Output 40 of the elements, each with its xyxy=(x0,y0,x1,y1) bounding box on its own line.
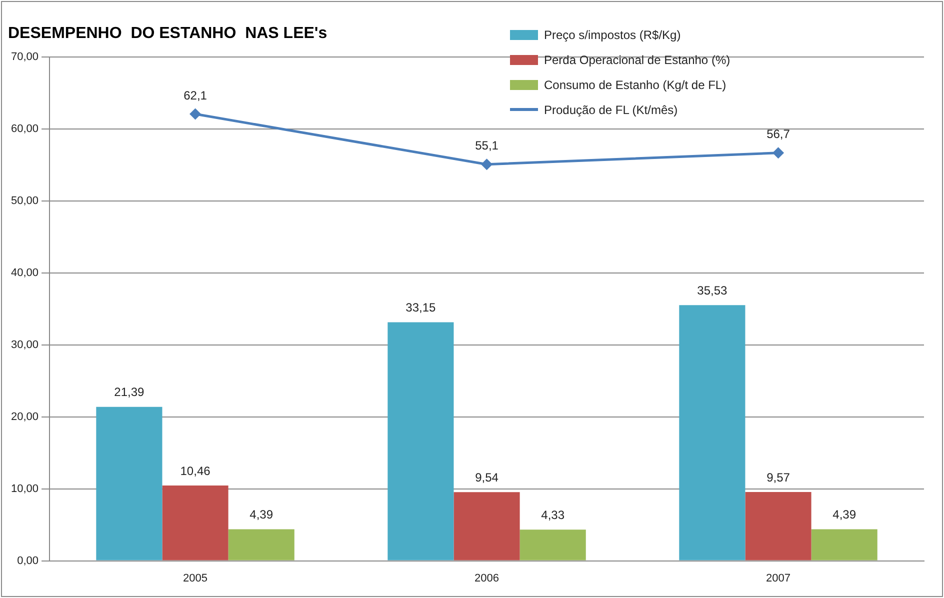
bar xyxy=(228,529,294,560)
point xyxy=(482,159,492,170)
y-tick-label: 60,00 xyxy=(10,123,39,136)
bar xyxy=(679,305,746,560)
bar xyxy=(454,492,520,560)
y-tick-label: 40,00 xyxy=(10,267,39,280)
chart-title: DESEMPENHO DO ESTANHO NAS LEE's xyxy=(8,25,328,42)
y-tick-label: 0,00 xyxy=(17,554,39,567)
bar xyxy=(520,530,586,560)
bar xyxy=(388,322,454,560)
legend-label: Perda Operacional de Estanho (%) xyxy=(544,52,730,66)
legend-label: Preço s/impostos (R$/Kg) xyxy=(544,28,681,42)
x-tick-label: 2006 xyxy=(474,572,500,584)
data-label: 4,39 xyxy=(832,508,856,522)
legend-label: Produção de FL (Kt/mês) xyxy=(544,102,678,116)
bar xyxy=(745,492,812,560)
data-label: 35,53 xyxy=(697,284,728,298)
y-tick-label: 10,00 xyxy=(10,482,39,495)
y-tick-label: 20,00 xyxy=(10,410,39,423)
bar xyxy=(96,406,162,560)
legend-label: Consumo de Estanho (Kg/t de FL) xyxy=(544,78,726,92)
bar xyxy=(162,486,228,560)
data-label: 21,39 xyxy=(114,385,145,400)
data-label: 55,1 xyxy=(475,138,499,153)
point xyxy=(773,148,784,158)
y-tick-label: 70,00 xyxy=(10,51,39,64)
y-tick-label: 30,00 xyxy=(10,339,39,352)
data-label: 9,54 xyxy=(475,470,499,484)
data-label: 62,1 xyxy=(184,88,208,102)
data-label: 56,7 xyxy=(766,127,790,142)
x-tick-label: 2005 xyxy=(183,572,208,584)
bar xyxy=(811,529,878,560)
point xyxy=(190,108,201,120)
data-label: 10,46 xyxy=(180,464,211,478)
data-label: 9,57 xyxy=(766,470,790,484)
y-tick-label: 50,00 xyxy=(10,195,39,208)
data-label: 4,39 xyxy=(250,508,274,522)
data-label: 4,33 xyxy=(541,508,565,522)
data-label: 33,15 xyxy=(406,300,436,315)
x-tick-label: 2007 xyxy=(766,572,790,584)
